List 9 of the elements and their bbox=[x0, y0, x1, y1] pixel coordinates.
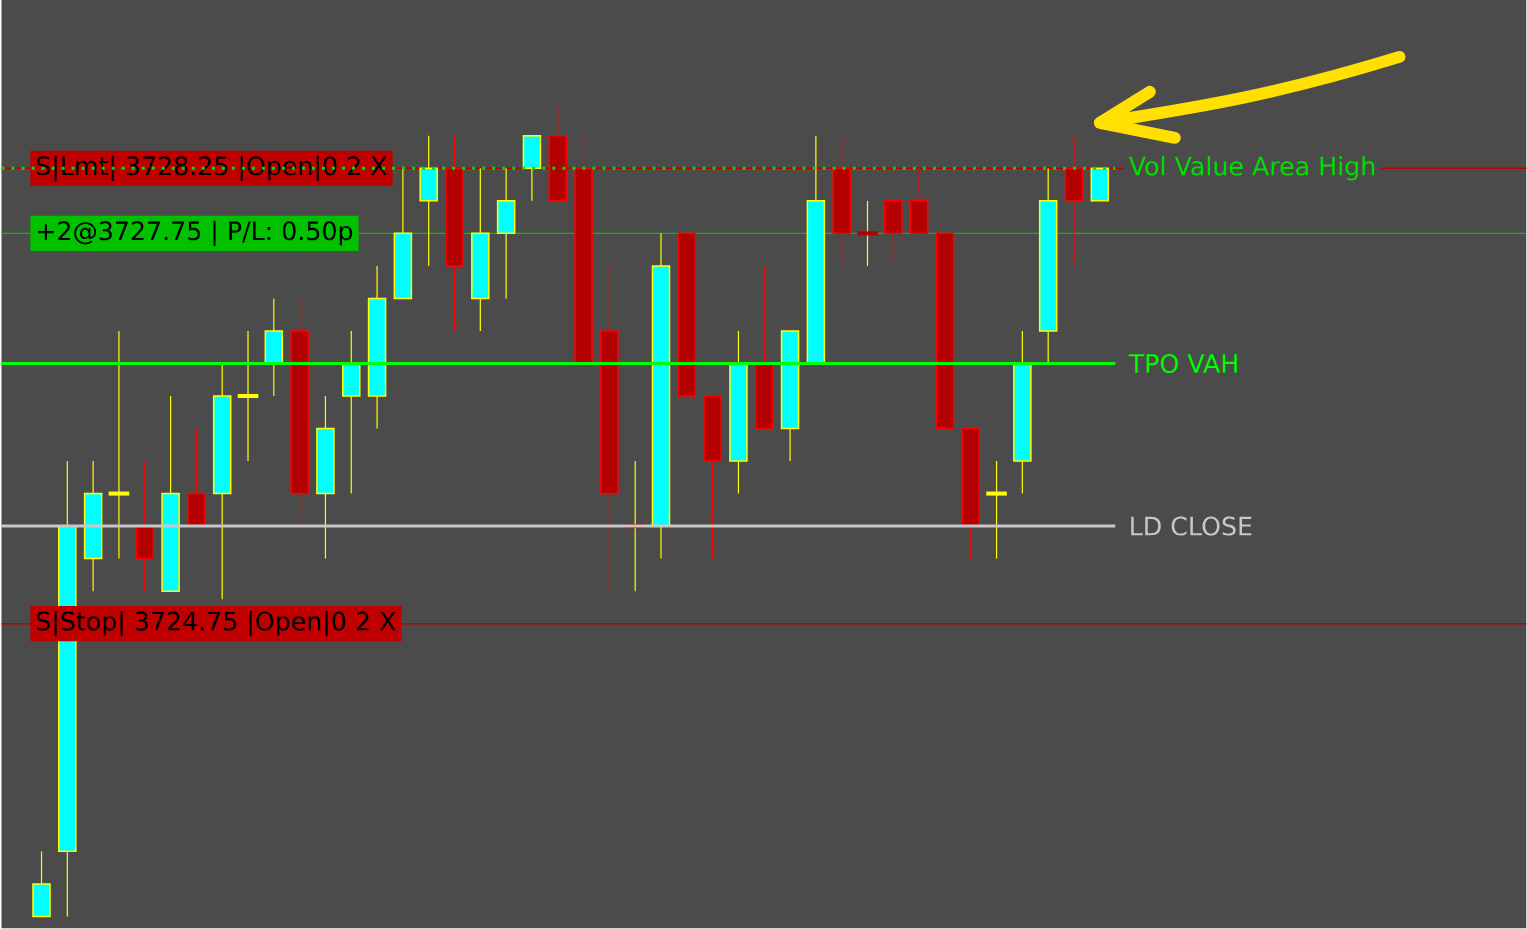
ref-line-label: LD CLOSE bbox=[1131, 516, 1252, 536]
ref-line-label: TPO VAH bbox=[1128, 354, 1237, 374]
candlestick bbox=[986, 460, 1007, 560]
candlestick bbox=[237, 330, 259, 462]
ref-line-label: Vol Value Area High bbox=[1128, 156, 1375, 181]
annotation: +2@3727.75 | P/L: 0.50p bbox=[38, 220, 353, 247]
annotation: S|Stop| 3724.75 |Open|0 2 X bbox=[36, 611, 396, 637]
candlestick bbox=[108, 330, 130, 560]
candlestick bbox=[857, 200, 878, 267]
